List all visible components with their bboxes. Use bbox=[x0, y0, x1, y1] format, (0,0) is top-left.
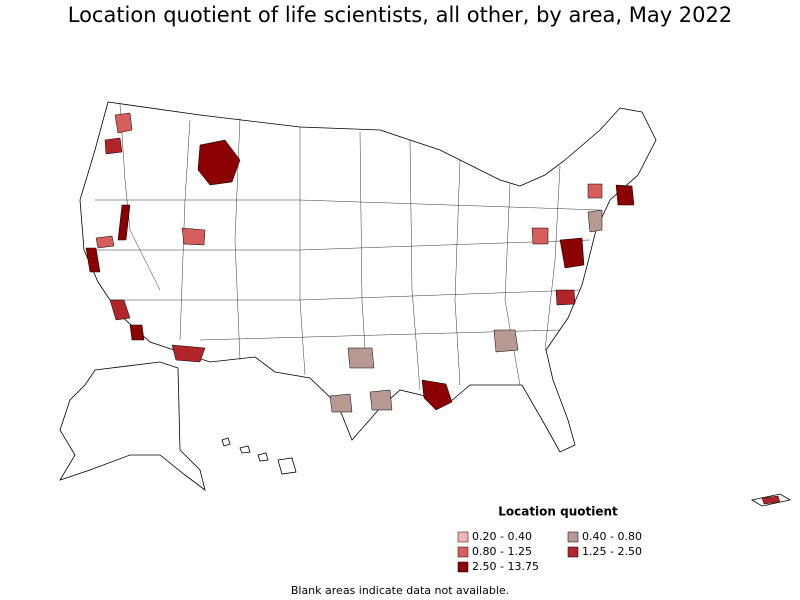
washington-area bbox=[114, 112, 133, 134]
utah-area bbox=[181, 227, 206, 246]
alaska bbox=[59, 361, 206, 491]
san-diego-area bbox=[129, 324, 145, 341]
louisiana-area bbox=[421, 379, 453, 411]
austin-area bbox=[329, 393, 353, 413]
hawaii bbox=[221, 437, 297, 475]
legend-title: Location quotient bbox=[498, 505, 618, 519]
legend-label: 1.25 - 2.50 bbox=[582, 545, 642, 558]
map bbox=[59, 101, 792, 507]
california-strip bbox=[117, 204, 131, 241]
legend-swatch bbox=[567, 531, 579, 543]
legend-swatch bbox=[457, 561, 469, 573]
legend-swatch bbox=[457, 531, 469, 543]
philadelphia-area bbox=[587, 209, 603, 233]
atlanta-area bbox=[493, 329, 519, 353]
legend-swatch bbox=[567, 546, 579, 558]
phoenix-area bbox=[171, 344, 206, 363]
legend-label: 0.20 - 0.40 bbox=[472, 530, 532, 543]
boston-area bbox=[615, 184, 635, 206]
legend-label: 0.80 - 1.25 bbox=[472, 545, 532, 558]
raleigh-area bbox=[555, 289, 576, 306]
sacramento-area bbox=[95, 235, 115, 249]
houston-area bbox=[369, 389, 393, 411]
legend-swatch bbox=[457, 546, 469, 558]
legend: Location quotient 0.20 - 0.40 0.40 - 0.80… bbox=[457, 505, 642, 573]
puerto-rico-area bbox=[761, 495, 781, 505]
dallas-area bbox=[347, 347, 375, 369]
ohio-area bbox=[531, 227, 549, 245]
bay-area bbox=[85, 247, 101, 273]
shaded-areas bbox=[85, 112, 781, 505]
los-angeles-area bbox=[109, 299, 131, 321]
new-york-area bbox=[587, 183, 603, 199]
legend-label: 0.40 - 0.80 bbox=[582, 530, 642, 543]
legend-label: 2.50 - 13.75 bbox=[472, 560, 539, 573]
map-title: Location quotient of life scientists, al… bbox=[68, 3, 733, 27]
footnote: Blank areas indicate data not available. bbox=[291, 584, 509, 597]
contiguous-us bbox=[79, 101, 657, 453]
oregon-area bbox=[104, 137, 123, 155]
maryland-area bbox=[559, 237, 585, 269]
montana-area bbox=[197, 139, 241, 186]
